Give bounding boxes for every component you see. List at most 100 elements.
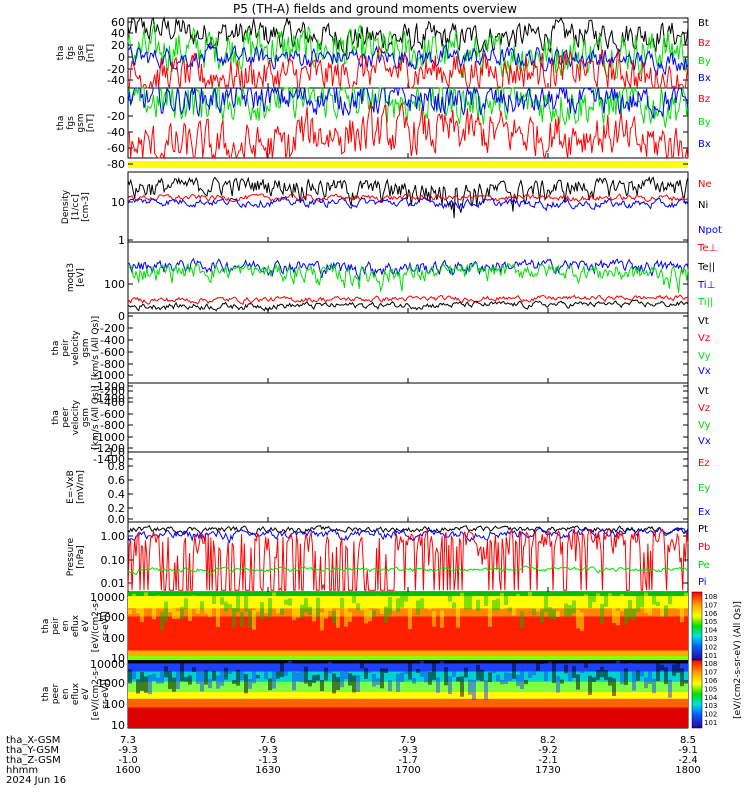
spec-texture-peir_en-88 (480, 598, 484, 606)
spec-texture-peer_en-95 (508, 673, 512, 682)
spec-texture-peer_en-101 (532, 671, 536, 676)
spec-texture-peir_en-131 (652, 595, 656, 605)
spec-texture-peir_en-121 (612, 607, 616, 623)
panel-frame-efield (127, 451, 689, 523)
spec-texture-peer_en-47 (316, 674, 320, 681)
legend-efield-Ez: Ez (698, 458, 710, 469)
spec-texture-peir_en-132 (656, 601, 660, 606)
status-bar (128, 161, 688, 168)
spec-texture-peer_en-57 (356, 675, 360, 693)
xaxis-time-4: 1800 (675, 765, 700, 776)
spec-texture-peer_en-13 (180, 662, 184, 682)
spec-texture-peir_en-94 (504, 595, 508, 605)
spec-texture-peir_en-129 (644, 592, 648, 613)
spec-texture-peir_en-8 (160, 612, 164, 630)
spec-texture-peir_en-50 (328, 603, 332, 612)
spec-texture-peir_en-93 (500, 592, 504, 610)
legend-peir_vel-Vy: Vy (698, 351, 711, 362)
spec-texture-peer_en-92 (496, 674, 500, 682)
spec-texture-peir_en-20 (208, 608, 212, 617)
spec-texture-peir_en-95 (508, 607, 512, 612)
spec-texture-peir_en-39 (284, 599, 288, 605)
spec-texture-peer_en-89 (484, 680, 488, 700)
yticklabel-peer_vel-3: -800 (100, 419, 125, 432)
ylabel-fgs_gsm-1: fgs (66, 116, 76, 130)
ylabel-peir_en-3: eflux (71, 614, 81, 637)
legend-fgs_gse-Bz: Bz (698, 38, 710, 49)
spec-texture-peir_en-86 (472, 602, 476, 610)
spec-texture-peer_en-17 (196, 663, 200, 684)
xaxis-time-1: 1630 (255, 765, 280, 776)
colorbar-tick-5: 103 (704, 635, 717, 643)
spec-texture-peer_en-43 (300, 666, 304, 683)
spec-texture-peir_en-52 (336, 609, 340, 628)
ylabel-efield-1: [mV/m] (76, 470, 86, 504)
yticklabel-efield-1: 0.8 (108, 460, 126, 473)
spec-texture-peer_en-136 (672, 664, 676, 676)
spec-texture-peer_en-126 (632, 671, 636, 691)
spec-texture-peer_en-114 (584, 663, 588, 668)
colorbar-tick-7: 101 (704, 652, 717, 660)
spec-texture-peer_en-1 (132, 670, 136, 680)
xaxis-row-label-3: hhmm (6, 765, 38, 776)
spec-texture-peer_en-19 (204, 670, 208, 685)
colorbar-tick-15: 101 (704, 719, 717, 727)
spec-texture-peir_en-32 (256, 602, 260, 612)
spec-texture-peer_en-109 (564, 664, 568, 674)
spec-texture-peir_en-80 (448, 594, 452, 602)
spec-texture-peir_en-71 (412, 598, 416, 608)
spec-texture-peer_en-103 (540, 660, 544, 664)
yticklabel-efield-4: 0.2 (108, 502, 126, 515)
spec-texture-peir_en-56 (352, 592, 356, 604)
spec-texture-peer_en-133 (660, 664, 664, 671)
spec-texture-peer_en-87 (476, 664, 480, 681)
xaxis-y-4: -9.1 (678, 745, 698, 756)
spec-texture-peir_en-21 (212, 595, 216, 604)
spec-texture-peer_en-21 (212, 670, 216, 681)
spec-texture-peer_en-80 (448, 676, 452, 695)
spec-texture-peer_en-104 (544, 665, 548, 682)
spec-texture-peir_en-9 (164, 601, 168, 622)
spec-texture-peer_en-14 (184, 677, 188, 682)
ylabel-peer_vel-4: [km/s (All Qs)] (91, 385, 101, 449)
ylabel-peir_en-0: tha (41, 619, 51, 634)
yticklabel-peir_en-3: 10 (111, 652, 125, 665)
spec-texture-peer_en-48 (320, 679, 324, 692)
spec-texture-peer_en-70 (408, 663, 412, 680)
spec-texture-peer_en-107 (556, 676, 560, 693)
spec-texture-peir_en-17 (196, 608, 200, 614)
spec-texture-peer_en-54 (344, 664, 348, 680)
spec-texture-peir_en-63 (380, 605, 384, 615)
spec-texture-peir_en-19 (204, 597, 208, 614)
spec-texture-peer_en-25 (228, 665, 232, 674)
spec-texture-peir_en-102 (536, 607, 540, 612)
spec-texture-peir_en-127 (636, 592, 640, 612)
yticklabel-fgs_gsm-2: -40 (107, 126, 125, 139)
spec-texture-peir_en-118 (600, 603, 604, 624)
spec-texture-peer_en-18 (200, 671, 204, 692)
spec-texture-peir_en-60 (368, 609, 372, 622)
spec-texture-peir_en-47 (316, 597, 320, 618)
spec-texture-peer_en-0 (128, 669, 132, 684)
spec-texture-peer_en-38 (280, 661, 284, 678)
yticklabel-pressure-1: 0.10 (101, 554, 126, 567)
spec-texture-peer_en-65 (388, 680, 392, 692)
spec-texture-peir_en-72 (416, 600, 420, 615)
spec-texture-peer_en-44 (304, 666, 308, 684)
spec-texture-peer_en-22 (216, 675, 220, 689)
spec-texture-peir_en-89 (484, 592, 488, 606)
spec-texture-peir_en-130 (648, 603, 652, 616)
ylabel-peer_en-0: tha (41, 687, 51, 702)
spec-texture-peer_en-15 (188, 675, 192, 685)
spec-texture-peer_en-106 (552, 662, 556, 684)
spec-texture-peir_en-134 (664, 605, 668, 617)
spec-texture-peer_en-125 (628, 662, 632, 667)
spec-texture-peer_en-62 (376, 678, 380, 685)
yticklabel-efield-2: 0.6 (108, 474, 126, 487)
spec-band-peir_en-5 (128, 655, 688, 660)
ylabel-fgs_gse-3: [nT] (86, 44, 96, 62)
spec-texture-peir_en-12 (176, 611, 180, 619)
spec-texture-peer_en-10 (168, 671, 172, 689)
ylabel-peer_en-6: sr-eV)] (101, 679, 111, 709)
legend-temperature-Ti||: Ti|| (697, 297, 713, 308)
